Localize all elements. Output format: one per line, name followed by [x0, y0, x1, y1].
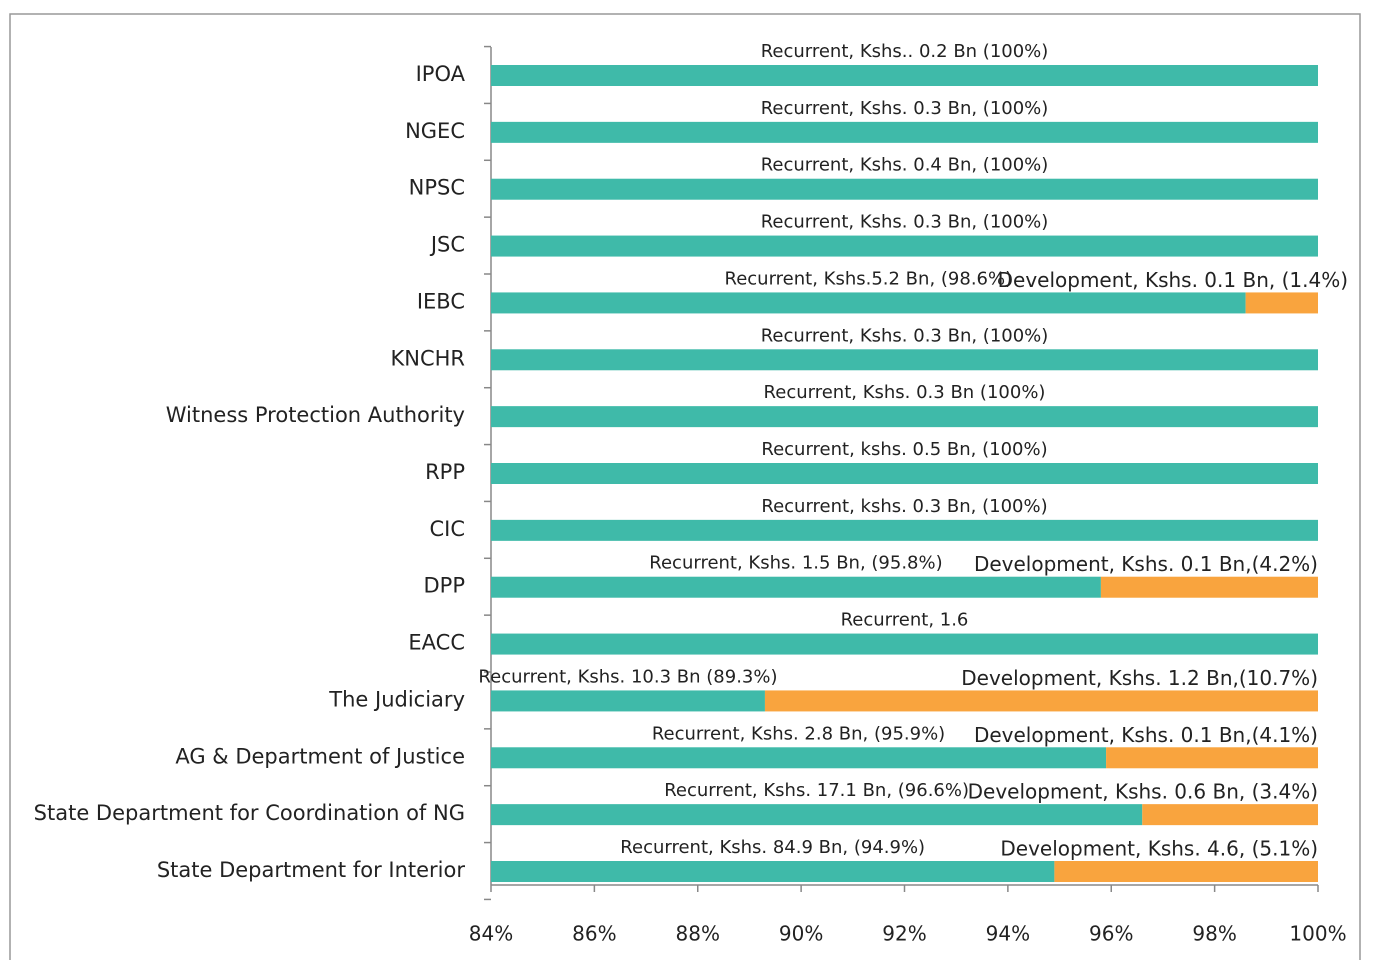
- bar-segment: [1245, 292, 1318, 314]
- x-tick-label: 92%: [882, 922, 926, 946]
- data-label: Recurrent, Kshs. 0.3 Bn, (100%): [761, 325, 1049, 346]
- bar-segment: [491, 65, 1318, 86]
- data-label: Recurrent, kshs. 0.5 Bn, (100%): [761, 439, 1047, 460]
- category-label: NPSC: [409, 176, 465, 200]
- x-tick-label: 96%: [1089, 922, 1133, 946]
- category-label: IEBC: [417, 289, 465, 313]
- bar-segment: [1142, 804, 1318, 826]
- data-label: Recurrent, kshs. 0.3 Bn, (100%): [761, 496, 1047, 517]
- data-label: Recurrent, Kshs. 2.8 Bn, (95.9%): [652, 723, 945, 744]
- bar-segment: [491, 804, 1143, 826]
- bar-segment: [1100, 576, 1318, 598]
- data-label: Recurrent, Kshs. 0.3 Bn, (100%): [761, 98, 1049, 119]
- category-label: IPOA: [416, 62, 466, 86]
- data-label: Recurrent, 1.6: [841, 610, 969, 631]
- x-tick-label: 84%: [469, 922, 513, 946]
- bar-segment: [491, 747, 1107, 769]
- bar-segment: [491, 121, 1318, 143]
- data-label: Development, Kshs. 0.1 Bn, (1.4%): [998, 268, 1348, 292]
- bar-segment: [491, 406, 1318, 428]
- bar-segment: [491, 690, 765, 712]
- data-label: Recurrent, Kshs. 0.3 Bn, (100%): [761, 212, 1049, 233]
- x-tick-label: 88%: [676, 922, 720, 946]
- data-label: Recurrent, Kshs. 17.1 Bn, (96.6%): [664, 780, 969, 801]
- bar-segment: [1106, 747, 1318, 769]
- bar-segment: [491, 861, 1055, 882]
- data-label: Recurrent, Kshs. 84.9 Bn, (94.9%): [620, 837, 925, 858]
- data-label: Development, Kshs. 4.6, (5.1%): [1000, 837, 1318, 861]
- category-label: NGEC: [405, 119, 465, 143]
- data-label: Development, Kshs. 0.6 Bn, (3.4%): [968, 780, 1318, 804]
- data-label: Recurrent, Kshs.. 0.2 Bn (100%): [761, 41, 1049, 62]
- bar-segment: [491, 235, 1318, 257]
- bar-segment: [491, 178, 1318, 200]
- bar-segment: [764, 690, 1318, 712]
- category-label: AG & Department of Justice: [175, 744, 465, 768]
- category-label: CIC: [429, 517, 465, 541]
- category-label: JSC: [429, 233, 465, 257]
- category-label: RPP: [425, 460, 465, 484]
- x-tick-label: 100%: [1289, 922, 1346, 946]
- category-label: State Department for Coordination of NG: [34, 801, 465, 825]
- x-tick-label: 98%: [1192, 922, 1236, 946]
- bar-segment: [491, 292, 1246, 314]
- category-label: KNCHR: [390, 346, 465, 370]
- data-label: Development, Kshs. 0.1 Bn,(4.2%): [974, 552, 1318, 576]
- data-label: Recurrent, Kshs.5.2 Bn, (98.6%): [725, 268, 1013, 289]
- data-label: Development, Kshs. 1.2 Bn,(10.7%): [961, 666, 1318, 690]
- category-label: EACC: [408, 631, 465, 655]
- category-label: DPP: [424, 574, 466, 598]
- chart-frame: [9, 13, 1361, 964]
- bar-segment: [491, 349, 1318, 371]
- bar-segment: [491, 463, 1318, 484]
- bar-segment: [1054, 861, 1318, 882]
- data-label: Development, Kshs. 0.1 Bn,(4.1%): [974, 723, 1318, 747]
- bar-segment: [491, 519, 1318, 541]
- bar-segment: [491, 576, 1101, 598]
- x-tick-label: 90%: [779, 922, 823, 946]
- x-tick-label: 94%: [986, 922, 1030, 946]
- category-label: State Department for Interior: [157, 858, 466, 882]
- x-tick-label: 86%: [572, 922, 616, 946]
- data-label: Recurrent, Kshs. 10.3 Bn (89.3%): [478, 666, 777, 687]
- bar-segment: [491, 633, 1318, 655]
- data-label: Recurrent, Kshs. 1.5 Bn, (95.8%): [649, 553, 942, 574]
- data-label: Recurrent, Kshs. 0.3 Bn (100%): [764, 382, 1046, 403]
- category-label: The Judiciary: [328, 687, 465, 711]
- data-label: Recurrent, Kshs. 0.4 Bn, (100%): [761, 155, 1049, 176]
- category-label: Witness Protection Authority: [166, 403, 465, 427]
